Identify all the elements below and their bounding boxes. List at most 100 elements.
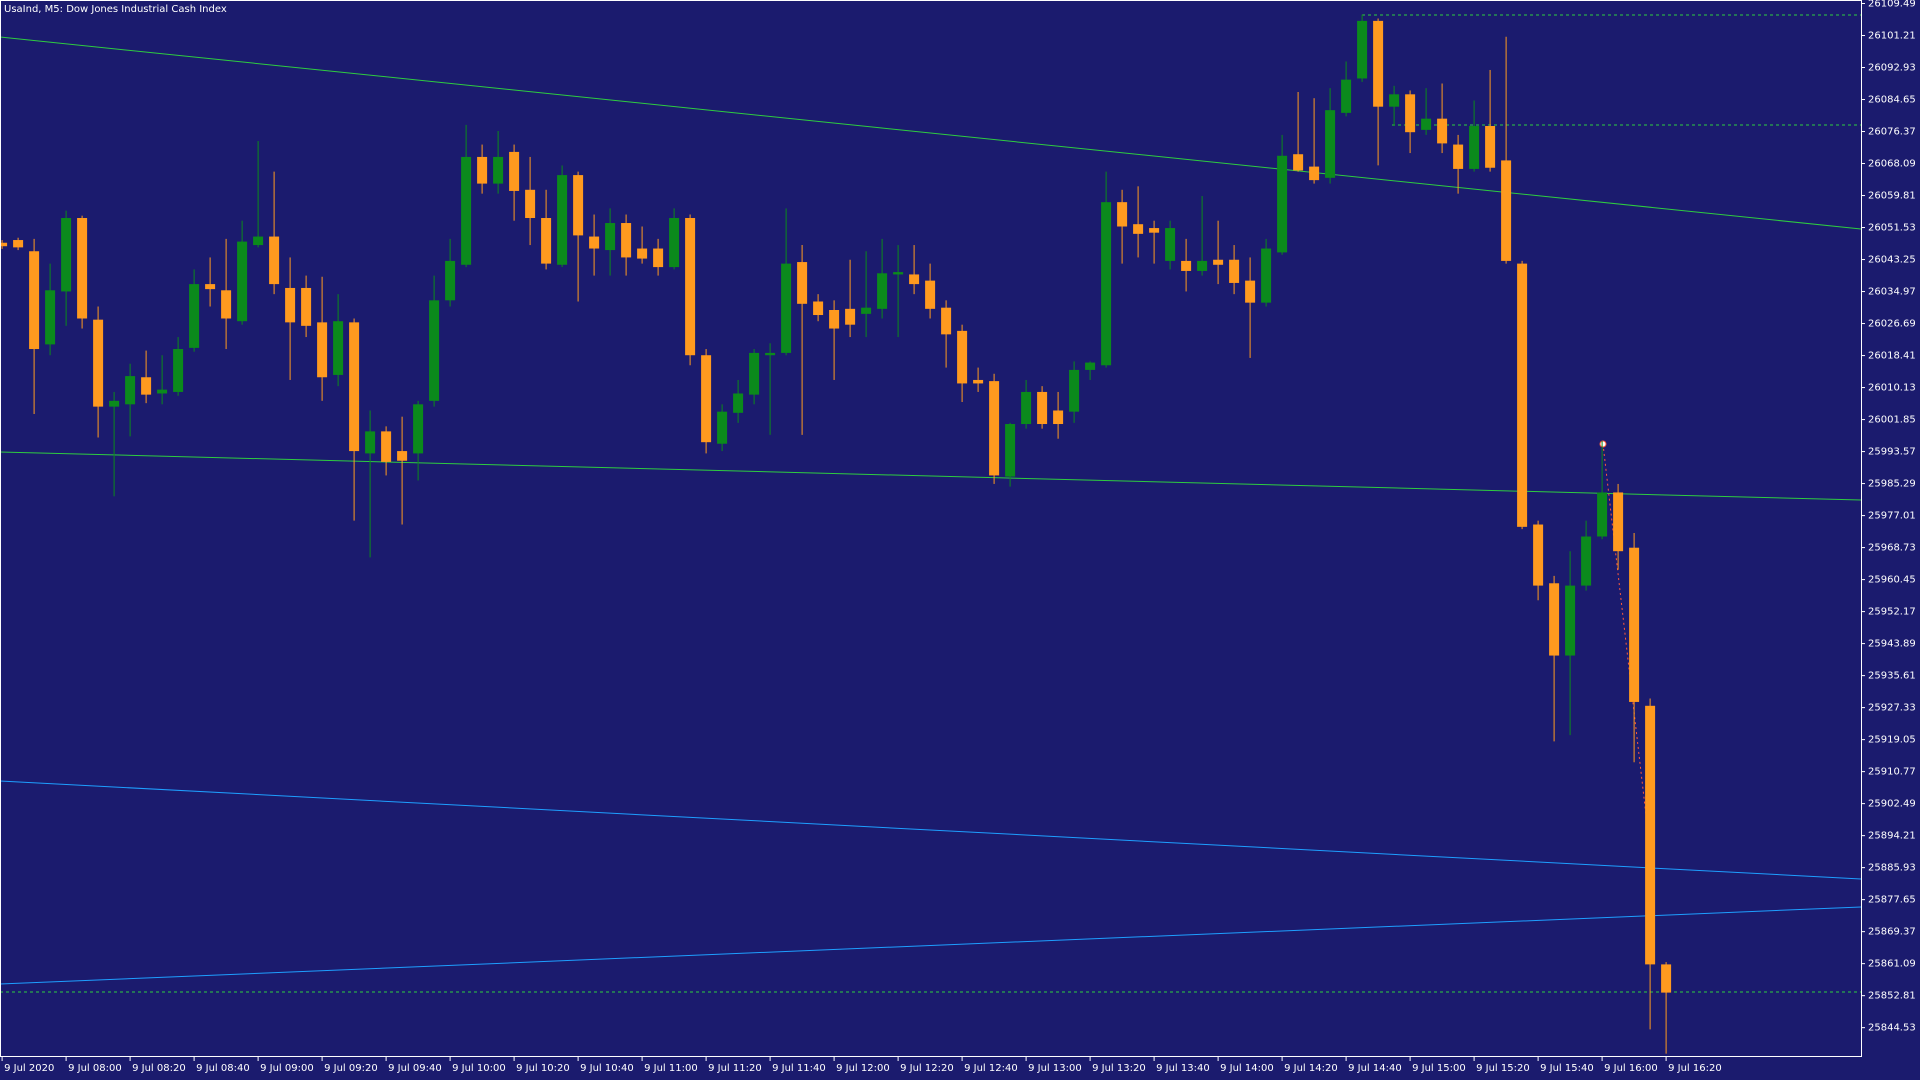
candle-body [925,280,936,309]
y-tick-label: 25968.73 [1868,543,1916,554]
candle-body [1117,202,1128,227]
candle-body [1149,228,1160,233]
candle-body [653,248,664,268]
candle-body [189,284,200,348]
candle-body [93,319,104,407]
y-tick-label: 26092.93 [1868,63,1916,74]
candle-body [797,262,808,304]
candle-body [1133,224,1144,234]
candle-body [1037,391,1048,425]
candle-body [61,218,72,292]
candle-body [1069,369,1080,412]
x-tick-label: 9 Jul 09:00 [260,1063,314,1074]
candle-body [349,322,360,452]
y-tick-label: 25985.29 [1868,479,1916,490]
y-tick-label: 25885.93 [1868,863,1916,874]
candle-body [1005,424,1016,477]
candle-body [605,223,616,251]
candle-body [1421,118,1432,130]
candle-body [1597,492,1608,537]
candle-body [1517,263,1528,527]
trend-line [0,451,1862,501]
candle-body [301,287,312,326]
candle-body [1469,126,1480,169]
x-tick-label: 9 Jul 14:20 [1284,1063,1338,1074]
x-tick-label: 9 Jul 08:00 [68,1063,122,1074]
candle-body [173,349,184,392]
candle-body [1245,280,1256,303]
x-tick-label: 9 Jul 11:20 [708,1063,762,1074]
candle-body [813,301,824,316]
candle-body [893,272,904,275]
y-tick-label: 25910.77 [1868,767,1916,778]
y-tick-label: 26018.41 [1868,351,1916,362]
candle-body [861,307,872,314]
y-tick-label: 26026.69 [1868,319,1916,330]
x-tick-label: 9 Jul 12:20 [900,1063,954,1074]
y-tick-label: 25943.89 [1868,639,1916,650]
candle-body [1645,705,1656,965]
y-tick-label: 26068.09 [1868,159,1916,170]
x-tick-label: 9 Jul 09:40 [388,1063,442,1074]
candle-body [1533,524,1544,586]
candle-body [509,151,520,191]
y-tick-label: 26084.65 [1868,95,1916,106]
candle-body [845,308,856,325]
y-tick-label: 26109.49 [1868,0,1916,10]
candle-body [125,376,136,405]
y-tick-label: 25977.01 [1868,511,1916,522]
y-tick-label: 25927.33 [1868,703,1916,714]
candle-body [1437,118,1448,144]
candle-body [573,175,584,236]
candle-body [1373,20,1384,107]
candle-body [1229,259,1240,283]
candles [0,14,1672,1054]
x-tick-label: 9 Jul 13:20 [1092,1063,1146,1074]
x-tick-label: 9 Jul 08:20 [132,1063,186,1074]
y-tick-label: 25894.21 [1868,831,1916,842]
trade-line [1602,443,1650,842]
y-tick-label: 26059.81 [1868,191,1916,202]
candle-body [877,273,888,309]
x-tick-label: 9 Jul 12:40 [964,1063,1018,1074]
y-tick-label: 25844.53 [1868,1023,1916,1034]
candle-body [1501,160,1512,261]
x-tick-label: 9 Jul 13:40 [1156,1063,1210,1074]
y-tick-label: 26101.21 [1868,31,1916,42]
candle-body [621,223,632,258]
chart-title: UsaInd, M5: Dow Jones Industrial Cash In… [4,4,227,15]
y-tick-label: 25861.09 [1868,959,1916,970]
y-tick-label: 25960.45 [1868,575,1916,586]
x-tick-label: 9 Jul 11:00 [644,1063,698,1074]
x-tick-label: 9 Jul 10:40 [580,1063,634,1074]
trend-line [0,780,1862,880]
candle-body [413,404,424,454]
candle-body [909,274,920,285]
candle-body [1613,492,1624,552]
candle-body [1197,260,1208,271]
trend-line [0,906,1862,985]
x-tick-label: 9 Jul 10:20 [516,1063,570,1074]
candle-body [429,300,440,401]
candle-body [477,156,488,184]
candle-body [989,381,1000,476]
x-tick-label: 9 Jul 16:20 [1668,1063,1722,1074]
candle-body [29,251,40,350]
candle-body [141,377,152,395]
candle-body [1213,259,1224,265]
candle-body [45,290,56,345]
candle-body [1405,94,1416,133]
y-tick-label: 26034.97 [1868,287,1916,298]
candle-body [541,218,552,264]
y-tick-label: 26001.85 [1868,415,1916,426]
x-tick-label: 9 Jul 13:00 [1028,1063,1082,1074]
y-tick-label: 26051.53 [1868,223,1916,234]
candle-body [397,451,408,461]
candle-body [1325,110,1336,178]
candle-body [221,290,232,319]
x-tick-label: 9 Jul 15:00 [1412,1063,1466,1074]
candle-body [733,393,744,413]
candle-body [957,330,968,384]
candle-body [333,321,344,375]
candle-body [701,355,712,443]
